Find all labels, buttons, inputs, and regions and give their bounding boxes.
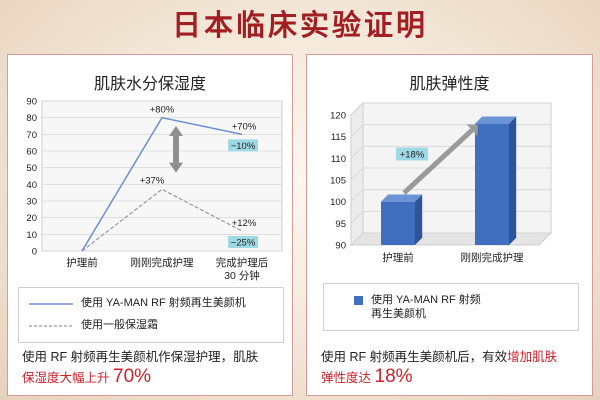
x-tick-label: 完成护理后 xyxy=(216,256,269,269)
x-tick-label: 刚刚完成护理 xyxy=(131,256,194,269)
elasticity-panel: 肌肤弹性度 90 95 100 105 110 115 120 护理前 刚刚完成护理 +18% 使… xyxy=(306,54,593,396)
legend-blue-square-icon xyxy=(354,296,363,305)
bar xyxy=(381,201,415,245)
moisture-caption-line1: 使用 RF 射频再生美颜机作保湿护理，肌肤 xyxy=(22,350,259,364)
y-tick-label: 60 xyxy=(26,147,37,158)
growth-arrow-shaft xyxy=(402,128,474,195)
badge-growth-label: +18% xyxy=(400,150,425,161)
gridline xyxy=(350,102,551,116)
y-tick-label: 80 xyxy=(26,113,37,124)
badge-cream xyxy=(228,236,258,248)
series-line-rf xyxy=(81,116,243,252)
moisture-caption-value: 70% xyxy=(113,366,152,387)
legend-blue-line-icon xyxy=(29,303,73,305)
badge-rf xyxy=(228,139,258,152)
legend-label-bar-line1: 使用 YA-MAN RF 射频 xyxy=(371,294,481,306)
data-label-rf-1: +80% xyxy=(150,105,175,116)
moisture-caption: 使用 RF 射频再生美颜机作保湿护理，肌肤 保湿度大幅上升 70% xyxy=(22,347,284,388)
bar xyxy=(475,123,509,245)
arrow-shaft xyxy=(173,136,179,163)
elasticity-caption-line1: 使用 RF 射频再生美颜机后，有效增加肌肤 xyxy=(321,347,583,367)
y-tick-label: 100 xyxy=(330,197,346,208)
arrow-up-icon xyxy=(169,126,183,136)
y-tick-label: 20 xyxy=(26,213,37,224)
data-label-cream-1: +37% xyxy=(140,175,165,186)
data-label-cream-2: +12% xyxy=(232,218,257,229)
y-tick-label: 50 xyxy=(26,163,37,174)
bar-side xyxy=(415,194,423,245)
y-tick-label: 105 xyxy=(330,176,346,187)
series-line-cream xyxy=(81,188,243,252)
y-tick-label: 90 xyxy=(335,241,346,252)
y-tick-label: 40 xyxy=(26,180,37,191)
legend-gray-dashed-line-icon xyxy=(29,325,73,327)
y-tick-label: 10 xyxy=(26,230,37,241)
elasticity-caption-line2: 弹性度达 18% xyxy=(321,367,583,388)
legend-item-bar: 使用 YA-MAN RF 射频 再生美颜机 xyxy=(354,293,481,321)
page-title: 日本临床实验证明 xyxy=(171,8,428,42)
elasticity-caption-highlight: 增加肌肤 xyxy=(507,350,558,364)
badge-cream-label: −25% xyxy=(231,238,256,249)
x-tick-label: 护理前 xyxy=(66,256,98,269)
y-tick-label: 30 xyxy=(26,197,37,208)
moisture-caption-line2: 保湿度大幅上升 70% xyxy=(22,367,284,388)
x-tick-label: 30 分钟 xyxy=(224,269,260,282)
data-label-rf-2: +70% xyxy=(232,121,257,132)
elasticity-bar-chart: 90 95 100 105 110 115 120 护理前 刚刚完成护理 +18% xyxy=(330,101,553,264)
legend-item-rf: 使用 YA-MAN RF 射频再生美颜机 xyxy=(29,296,246,310)
legend-item-cream: 使用一般保湿霜 xyxy=(29,318,158,332)
elasticity-caption-value: 18% xyxy=(374,366,413,387)
bar-side xyxy=(509,116,517,245)
y-tick-label: 120 xyxy=(330,111,346,122)
y-tick-label: 70 xyxy=(26,130,37,141)
moisture-legend: 使用 YA-MAN RF 射频再生美颜机 使用一般保湿霜 xyxy=(18,287,284,343)
elasticity-legend: 使用 YA-MAN RF 射频 再生美颜机 xyxy=(323,283,579,331)
elasticity-caption: 使用 RF 射频再生美颜机后，有效增加肌肤 弹性度达 18% xyxy=(321,347,583,388)
elasticity-caption-prefix: 使用 RF 射频再生美颜机后，有效 xyxy=(321,350,508,364)
elasticity-caption-highlight2: 弹性度达 xyxy=(321,371,372,385)
badge-rf-label: −10% xyxy=(231,141,256,152)
legend-label-rf: 使用 YA-MAN RF 射频再生美颜机 xyxy=(81,297,246,309)
legend-label-bar: 使用 YA-MAN RF 射频 再生美颜机 xyxy=(371,293,481,321)
moisture-chart-title: 肌肤水分保湿度 xyxy=(93,76,206,93)
y-tick-label: 115 xyxy=(331,132,346,143)
y-tick-label: 95 xyxy=(335,219,346,230)
legend-label-bar-line2: 再生美颜机 xyxy=(371,308,426,320)
moisture-caption-highlight: 保湿度大幅上升 xyxy=(22,371,110,385)
growth-arrow-head-icon xyxy=(466,124,478,137)
bar-top xyxy=(475,116,517,124)
y-tick-label: 0 xyxy=(32,247,37,258)
elasticity-chart-title: 肌肤弹性度 xyxy=(409,76,490,93)
badge-growth xyxy=(396,147,428,161)
moisture-panel: 肌肤水分保湿度 0 10 20 30 40 50 60 70 80 90 护理前 刚刚完成护理 完成护理… xyxy=(7,54,293,396)
y-tick-label: 110 xyxy=(331,154,346,165)
arrow-down-icon xyxy=(169,162,183,173)
x-tick-label: 护理前 xyxy=(382,251,414,264)
y-tick-label: 90 xyxy=(26,97,37,108)
x-tick-label: 刚刚完成护理 xyxy=(461,251,524,264)
bar-top xyxy=(381,194,423,202)
legend-label-cream: 使用一般保湿霜 xyxy=(81,319,158,331)
plot-area xyxy=(41,100,283,252)
